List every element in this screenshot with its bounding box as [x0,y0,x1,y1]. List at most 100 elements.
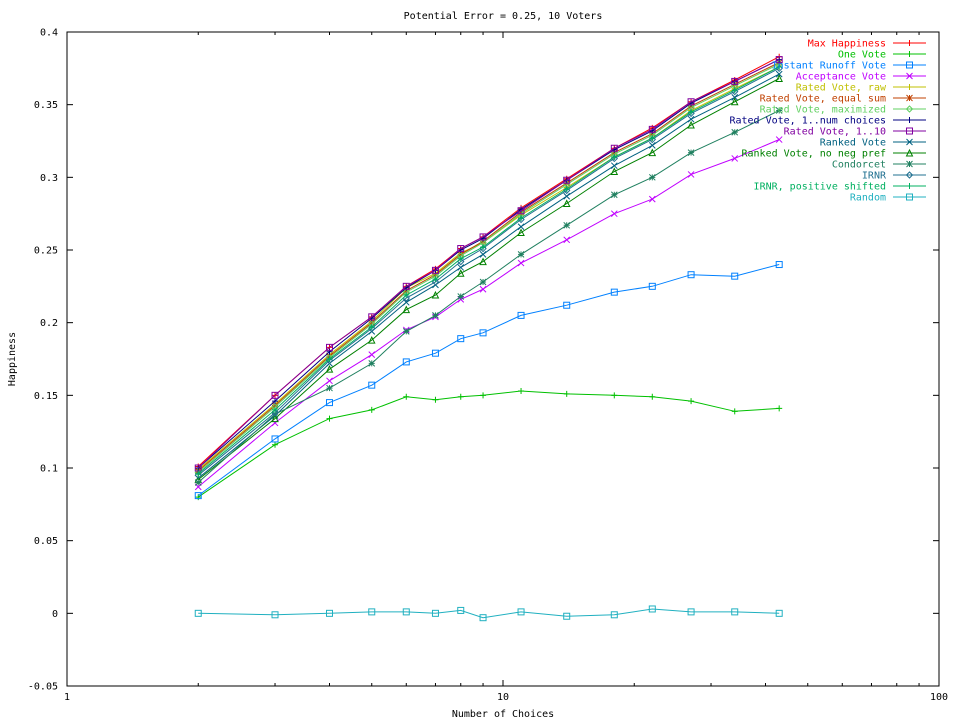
series-point [775,70,783,78]
series-group [194,107,783,486]
y-tick-label: 0 [52,609,58,620]
series-point [517,223,525,231]
y-tick-label: 0.4 [40,28,58,39]
series-line [197,390,780,498]
series-point [326,377,333,385]
series-point [610,288,618,296]
series-point [775,136,783,143]
legend-marker [906,72,913,80]
series-group [195,387,783,501]
legend-label: Rated Vote, raw [796,83,887,94]
legend-marker [906,127,913,135]
series-point [403,292,410,299]
series-point [563,192,571,200]
series-point [432,312,439,319]
x-tick-label: 100 [930,692,948,703]
series-point [610,191,618,199]
series-point [610,167,619,176]
series-point [325,609,333,617]
series-point [563,390,570,397]
series-point [368,313,376,321]
series-point [271,391,279,399]
series-point [402,328,410,335]
series-point [431,290,440,299]
series-point [368,381,376,389]
y-tick-label: 0.3 [40,173,58,184]
legend-label: Max Happiness [808,39,886,50]
series-point [325,343,333,351]
series-point [457,393,464,400]
series-point [776,63,783,70]
series-point [687,271,695,279]
series-point [648,148,657,157]
series-point [731,155,739,162]
legend-label: Rated Vote, 1..num choices [729,116,886,127]
series-point [432,271,439,279]
series-group [195,56,783,471]
legend-marker [906,61,913,69]
series-point [402,282,410,290]
series-point [325,399,333,407]
series-point [563,301,571,309]
series-point [457,293,465,300]
series-point [563,612,571,620]
series-point [194,492,202,500]
series-point [775,74,784,83]
legend-label: Instant Runoff Vote [772,61,886,72]
series-point [457,606,465,614]
series-point [687,98,695,106]
y-tick-label: -0.05 [28,682,58,693]
y-tick-label: 0.15 [34,391,58,402]
x-axis: 1 10 100 [64,32,948,703]
series-line [197,110,780,483]
series-point [648,142,656,149]
series-point [731,94,739,101]
series-point [648,282,656,290]
series-point [431,266,439,274]
legend-marker [906,94,913,102]
series-point [479,278,487,286]
series-point [479,614,487,622]
y-tick-label: 0.25 [34,246,58,257]
legend-label: Rated Vote, 1..10 [784,127,886,138]
series-point [688,108,695,115]
series-point [563,185,570,192]
x-tick-label: 1 [64,692,70,703]
series-point [731,272,739,280]
series-point [368,324,375,331]
series-point [479,233,487,241]
series-point [517,259,525,267]
series-point [775,107,783,114]
legend-marker [906,193,913,201]
y-axis-label: Happiness [7,332,18,386]
series-point [479,285,487,293]
series-point [775,609,783,617]
series-point [775,261,783,269]
legend-marker [906,84,913,90]
series-point [479,257,487,266]
series-point [326,384,333,392]
legend-marker [905,171,914,179]
series-point [431,278,440,286]
y-axis: -0.05 0 0.05 0.1 0.15 0.2 0.25 0.3 0.35 0.4 [28,28,939,693]
series-point [731,128,739,136]
series-point [775,56,783,64]
series-point [457,245,465,253]
series-point [368,351,376,358]
series-point [271,402,279,409]
series-point [649,135,656,142]
series-point [402,358,410,366]
series-point [517,311,525,319]
series-point [648,125,656,133]
series-point [687,120,695,129]
legend-label: Ranked Vote, no neg pref [742,149,887,160]
legend-marker [905,148,914,157]
series-point [479,329,487,337]
series-point [326,356,333,362]
legend-label: Acceptance Vote [796,72,886,83]
y-tick-label: 0.1 [40,464,58,475]
series-point [518,215,525,222]
legend-marker [906,51,913,57]
